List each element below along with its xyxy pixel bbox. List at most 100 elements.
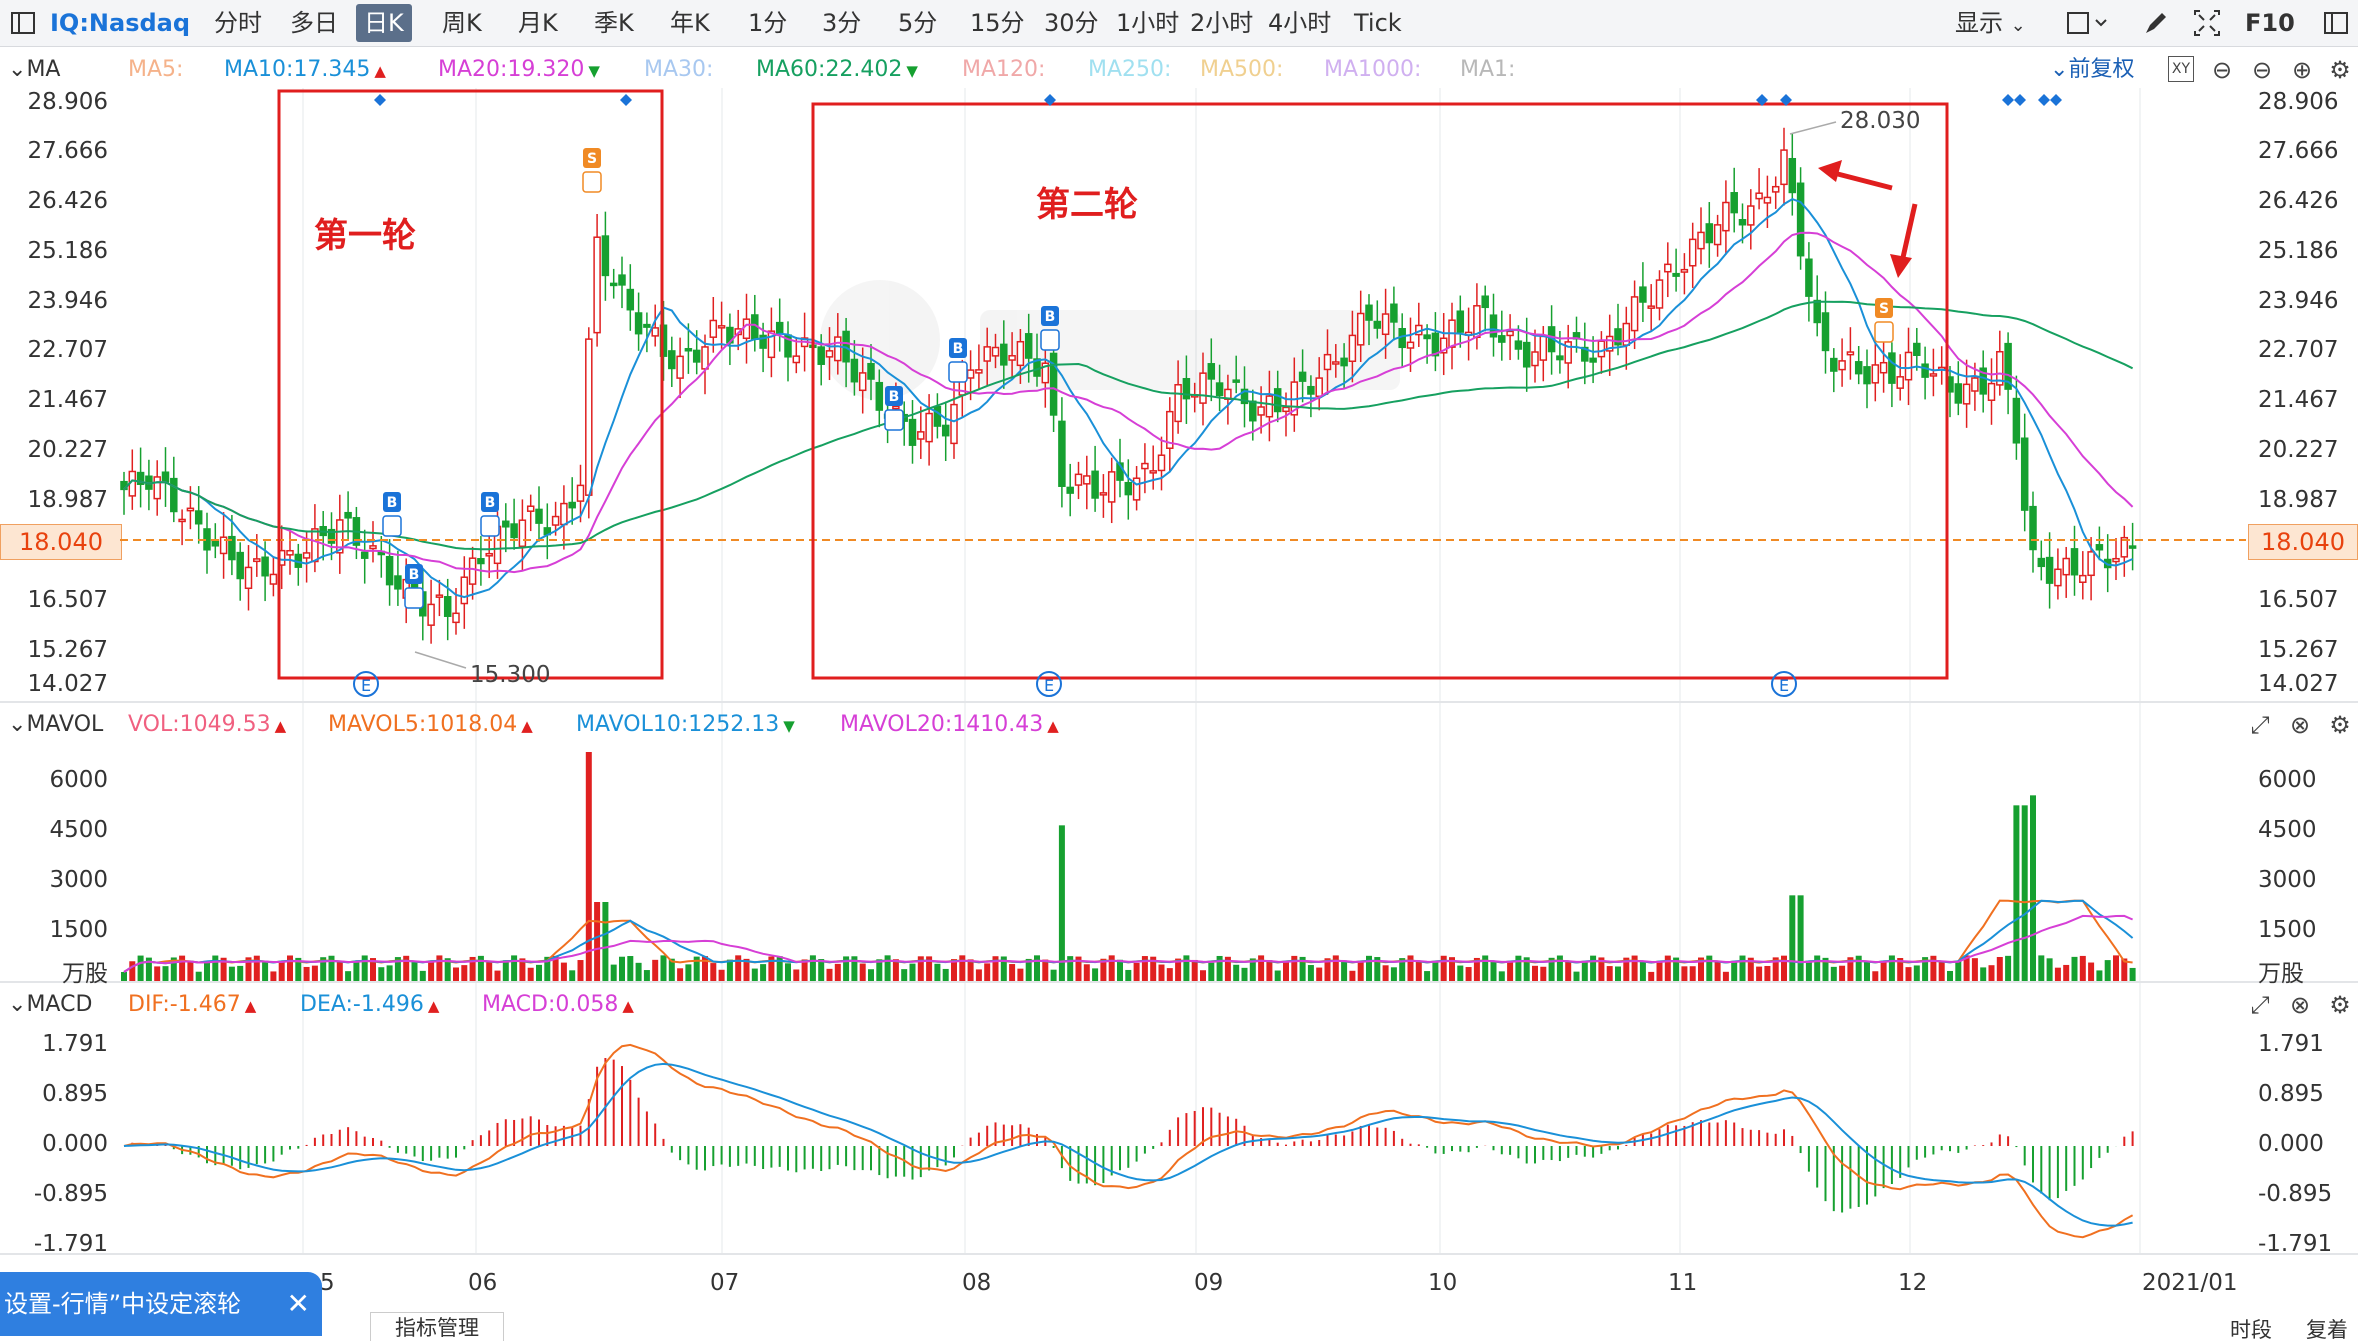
period-tab-2[interactable]: 日K	[356, 4, 412, 42]
volume-bar-235	[2071, 956, 2078, 982]
expand-icon[interactable]: ⤢	[2250, 711, 2270, 739]
expand-icon-macd[interactable]: ⤢	[2250, 991, 2270, 1019]
sidebar-toggle-icon[interactable]	[10, 0, 36, 46]
gear-icon-macd[interactable]: ⚙	[2329, 991, 2351, 1019]
volume-bar-47	[511, 955, 518, 982]
volume-bar-127	[1175, 958, 1182, 982]
volume-bar-216	[1913, 965, 1920, 982]
display-dropdown[interactable]: 显示 ⌄	[1955, 0, 2026, 46]
candle-body-184	[1647, 305, 1655, 309]
volume-bar-185	[1656, 961, 1663, 982]
time-tick-5: 10	[1428, 1270, 1458, 1296]
period-tab-0[interactable]: 分时	[214, 9, 262, 37]
plus-circle-icon[interactable]: ⊕	[2291, 56, 2313, 84]
ma-collapse-toggle[interactable]: ⌄MA	[8, 57, 61, 82]
candle-body-89	[858, 372, 867, 392]
indicator-manage-tab[interactable]: 指标管理	[370, 1312, 504, 1341]
period-tab-3[interactable]: 周K	[442, 9, 482, 37]
volume-bar-146	[1332, 955, 1339, 982]
candle-body-153	[1390, 303, 1398, 323]
volume-bar-119	[1108, 955, 1115, 982]
volume-bar-208	[1847, 957, 1854, 982]
gear-icon[interactable]: ⚙	[2329, 56, 2351, 84]
legend-item-2: MA20:19.320 ▼	[438, 57, 600, 82]
volume-bar-23	[311, 965, 318, 982]
period-tab[interactable]: 时段	[2230, 1318, 2272, 1342]
candle-body-214	[1896, 376, 1904, 389]
volume-bar-237	[2088, 962, 2095, 982]
candle-body-102	[966, 369, 975, 379]
volume-bar-55	[577, 960, 584, 982]
period-tab-7[interactable]: 1分	[748, 9, 788, 37]
volume-bar-103	[975, 969, 982, 982]
time-tick-4: 09	[1194, 1270, 1224, 1296]
period-tab-4[interactable]: 月K	[518, 9, 558, 37]
candle-body-115	[1074, 473, 1083, 486]
low-price-label: 15.300	[470, 662, 550, 688]
volume-bar-163	[1473, 957, 1480, 982]
gear-icon-vol[interactable]: ⚙	[2329, 711, 2351, 739]
candle-body-236	[2079, 574, 2087, 583]
minus-circle-icon-2[interactable]: ⊖	[2251, 56, 2273, 84]
period-tab-5[interactable]: 季K	[594, 9, 634, 37]
candle-body-7	[178, 518, 186, 523]
zoom-tab[interactable]: 复着	[2306, 1318, 2348, 1342]
volume-bar-21	[295, 957, 302, 982]
panel-toggle-icon[interactable]	[2322, 0, 2352, 46]
minus-circle-icon[interactable]: ⊖	[2211, 56, 2233, 84]
volume-bar-46	[502, 960, 509, 982]
adjust-label: 前复权	[2068, 57, 2135, 82]
period-tab-14[interactable]: 4小时	[1268, 9, 1332, 37]
price-tick-left-1: 27.666	[27, 138, 108, 164]
pen-icon[interactable]	[2140, 0, 2170, 46]
period-tab-11[interactable]: 30分	[1044, 9, 1099, 37]
signal-marker-2	[481, 492, 499, 512]
volume-bar-2	[137, 955, 144, 982]
candle-body-131	[1207, 363, 1216, 380]
volume-bar-145	[1324, 958, 1331, 982]
legend-arrow-2: ▲	[622, 997, 634, 1015]
candle-body-223	[1971, 377, 1979, 392]
close-circle-icon-macd[interactable]: ⊗	[2289, 991, 2311, 1019]
fullscreen-icon[interactable]	[2192, 0, 2222, 46]
period-tab-8[interactable]: 3分	[822, 9, 862, 37]
f10-button[interactable]: F10	[2245, 9, 2295, 37]
xy-icon[interactable]: XY	[2168, 56, 2194, 82]
volume-bar-142	[1299, 956, 1306, 982]
period-tab-1[interactable]: 多日	[290, 9, 338, 37]
volume-bar-89	[859, 963, 866, 982]
candle-body-38	[435, 594, 444, 598]
mavol-collapse-toggle[interactable]: ⌄MAVOL	[8, 712, 104, 737]
candle-body-189	[1688, 238, 1697, 267]
period-tab-15[interactable]: Tick	[1354, 9, 1402, 37]
candle-body-99	[941, 424, 950, 437]
legend-item-1: DEA:-1.496 ▲	[300, 992, 440, 1017]
close-icon[interactable]: ✕	[286, 1287, 310, 1320]
macd-collapse-toggle[interactable]: ⌄MACD	[8, 992, 93, 1017]
drawing-box-icon[interactable]	[2066, 0, 2114, 46]
legend-item-6: MA250:	[1088, 57, 1172, 82]
period-tab-10[interactable]: 15分	[970, 9, 1025, 37]
period-tab-12[interactable]: 1小时	[1116, 9, 1180, 37]
candle-body-105	[991, 346, 1000, 357]
candle-body-114	[1066, 486, 1074, 494]
period-tab-9[interactable]: 5分	[898, 9, 938, 37]
candle-body-81	[792, 355, 801, 364]
candle-body-29	[360, 551, 369, 559]
symbol-label[interactable]: IQ:Nasdaq	[50, 9, 191, 37]
candle-body-106	[1000, 343, 1008, 366]
adjust-dropdown[interactable]: ⌄前复权	[2050, 57, 2135, 82]
candle-body-123	[1141, 462, 1149, 470]
volume-bar-54	[569, 970, 576, 982]
volume-bar-232	[2046, 958, 2053, 982]
period-tab-13[interactable]: 2小时	[1190, 9, 1254, 37]
close-circle-icon[interactable]: ⊗	[2289, 711, 2311, 739]
legend-arrow-0: ▲	[274, 717, 287, 735]
ma10-line	[123, 197, 2134, 599]
volume-bar-68	[685, 964, 692, 982]
legend-item-2: MAVOL10:1252.13 ▼	[576, 712, 795, 737]
macd-tick-right-0: 1.791	[2258, 1031, 2324, 1057]
price-tick-right-9: 16.507	[2258, 587, 2339, 613]
period-tab-6[interactable]: 年K	[670, 9, 710, 37]
